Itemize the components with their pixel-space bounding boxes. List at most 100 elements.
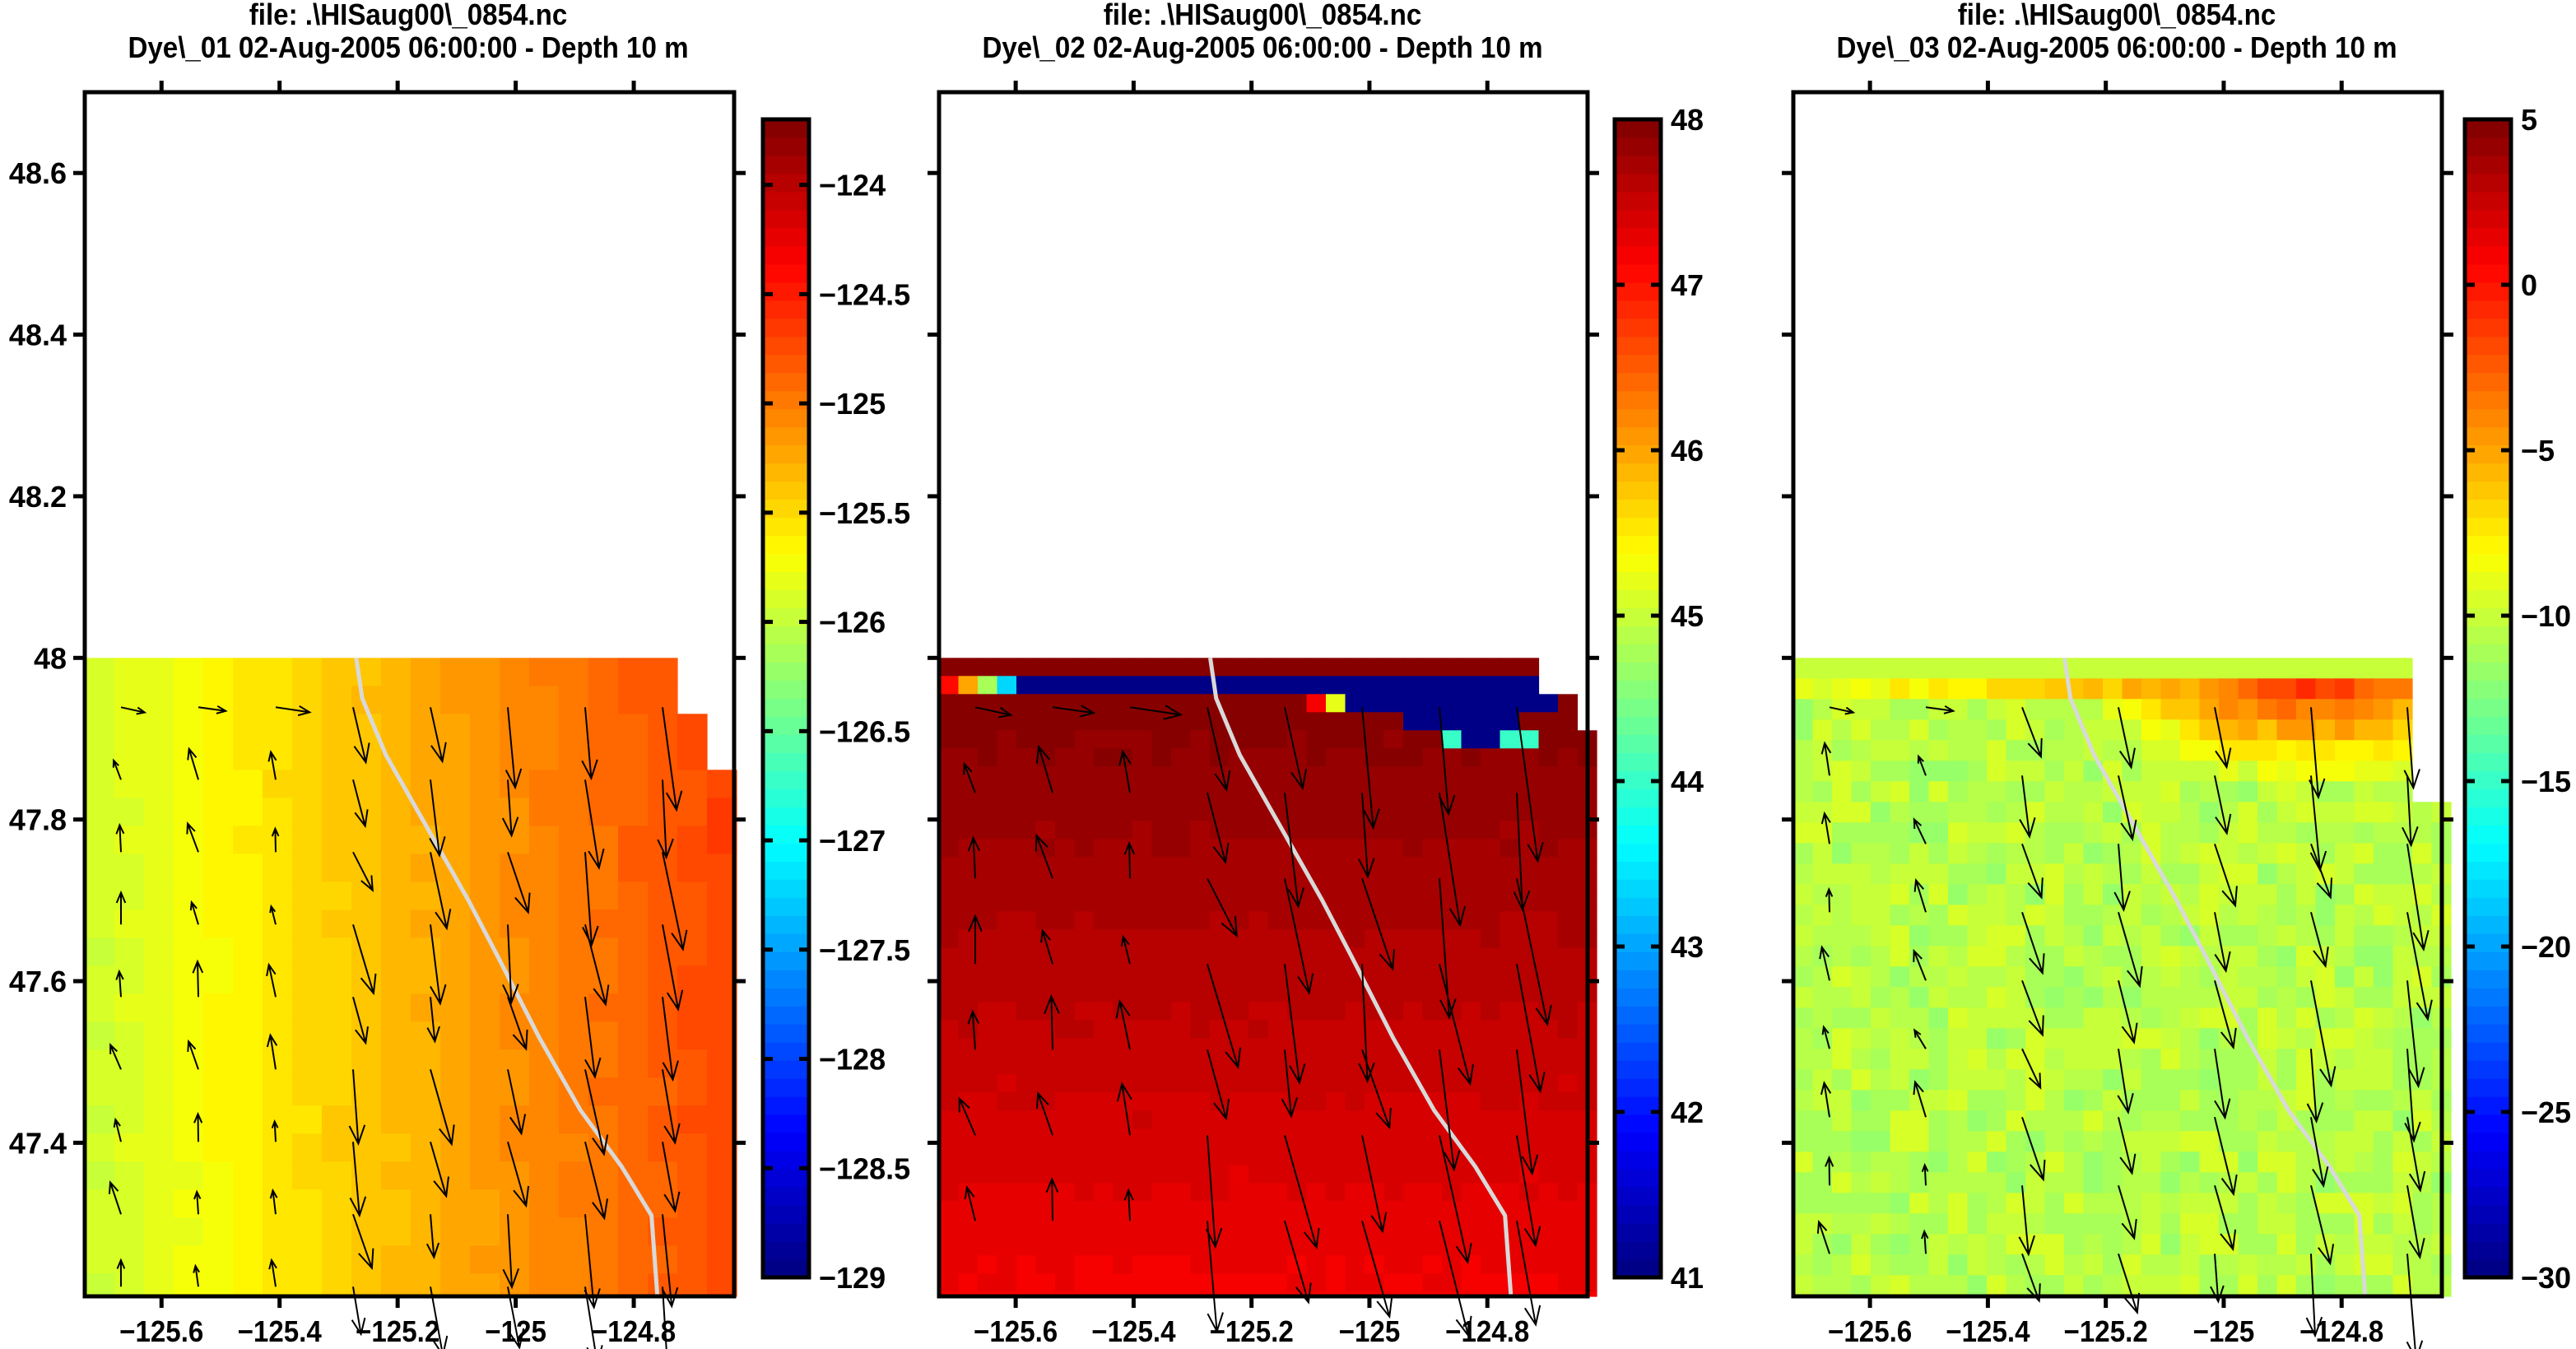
field-cell [1306, 929, 1327, 948]
field-cell [174, 1077, 204, 1106]
field-cell [997, 1183, 1017, 1202]
field-cell [1422, 1020, 1443, 1039]
field-cell [1832, 1069, 1853, 1091]
field-cell [2315, 1028, 2336, 1049]
field-cell [1422, 1255, 1443, 1274]
field-cell [2374, 1131, 2394, 1152]
field-cell [1500, 1110, 1520, 1129]
field-cell [1113, 766, 1133, 785]
field-cell [958, 857, 979, 876]
field-cell [322, 714, 352, 742]
field-cell [1403, 965, 1424, 984]
field-cell [1890, 1151, 1910, 1173]
field-cell [1113, 1056, 1133, 1075]
field-cell [559, 854, 589, 882]
field-cell [1287, 748, 1308, 767]
field-cell [1248, 748, 1269, 767]
field-cell [559, 798, 589, 826]
field-cell [1345, 1219, 1365, 1238]
field-cell [2064, 1193, 2085, 1214]
field-cell [1538, 1147, 1559, 1165]
field-cell [1190, 730, 1211, 749]
field-cell [381, 1217, 412, 1246]
field-cell [1094, 1038, 1114, 1057]
field-cell [1890, 658, 1910, 679]
field-cell [1538, 1128, 1559, 1147]
isobath-line [1208, 657, 1514, 1297]
field-cell [440, 658, 471, 686]
field-cell [1229, 1183, 1249, 1202]
field-cell [2335, 925, 2355, 947]
x-tick-label: −125.4 [238, 1316, 323, 1349]
colorbar-frame [1612, 117, 1663, 1280]
field-cell [1967, 1193, 1988, 1214]
velocity-arrow [1816, 1220, 1830, 1254]
field-cell [2374, 1028, 2394, 1049]
field-cell [263, 658, 293, 686]
field-cell [1132, 1147, 1153, 1165]
field-cell [2006, 1049, 2026, 1070]
field-cell [1832, 1151, 1853, 1173]
field-cell [1365, 965, 1385, 984]
colorbar-level [763, 1223, 809, 1242]
field-cell [470, 1049, 500, 1078]
field-cell [1345, 1291, 1365, 1297]
colorbar-level [1615, 915, 1661, 934]
field-cell [2257, 1193, 2278, 1214]
field-cell [1094, 1237, 1114, 1256]
field-cell [144, 1133, 174, 1162]
field-cell [1967, 822, 1988, 844]
field-cell [1519, 1074, 1540, 1093]
colorbar-level [2465, 752, 2511, 771]
field-cell [978, 947, 998, 966]
field-cell [2006, 719, 2026, 741]
field-cell [263, 1245, 293, 1274]
field-cell [1967, 884, 1988, 905]
field-cell [559, 1105, 589, 1134]
field-cell [2083, 884, 2104, 905]
field-cell [1967, 802, 1988, 823]
field-cell [1074, 893, 1095, 912]
field-cell [2025, 1007, 2046, 1029]
field-cell [1383, 1219, 1404, 1238]
colorbar-level [763, 1187, 809, 1206]
field-cell [1035, 1038, 1056, 1057]
field-cell [1171, 802, 1192, 821]
field-cell [2238, 699, 2258, 720]
y-tick-label: 47.8 [9, 803, 67, 837]
field-cell [559, 909, 589, 938]
field-cell [1055, 1291, 1076, 1297]
field-cell [1210, 1291, 1230, 1297]
colorbar-level [2465, 481, 2511, 500]
field-cell [2160, 1275, 2181, 1296]
field-cell [1210, 1092, 1230, 1111]
field-cell [292, 826, 323, 854]
field-cell [174, 882, 204, 910]
field-cell [1461, 712, 1481, 731]
field-cell [1171, 676, 1192, 695]
field-cell [85, 1049, 115, 1078]
field-cell [2238, 1213, 2258, 1235]
field-cell [1074, 784, 1095, 803]
velocity-arrow [507, 996, 528, 1051]
velocity-arrow [1819, 945, 1830, 981]
field-cell [2006, 884, 2026, 905]
field-cell [1948, 1172, 1969, 1193]
field-cell [2257, 1131, 2278, 1152]
field-cell [997, 1147, 1017, 1165]
field-cell [1967, 1172, 1988, 1193]
field-cell [1229, 766, 1249, 785]
field-cell [2180, 678, 2201, 700]
field-cell [233, 937, 263, 966]
field-cell [1987, 740, 2007, 761]
velocity-arrow [1284, 793, 1305, 909]
colorbar-level [2465, 408, 2511, 428]
field-cell [2257, 658, 2278, 679]
field-cell [1558, 839, 1579, 858]
field-cell [1383, 875, 1404, 894]
field-cell [1890, 1213, 1910, 1235]
field-cell [2392, 1090, 2413, 1111]
field-cell [1306, 1110, 1327, 1129]
field-cell [2141, 1254, 2162, 1276]
field-cell [2141, 1131, 2162, 1152]
